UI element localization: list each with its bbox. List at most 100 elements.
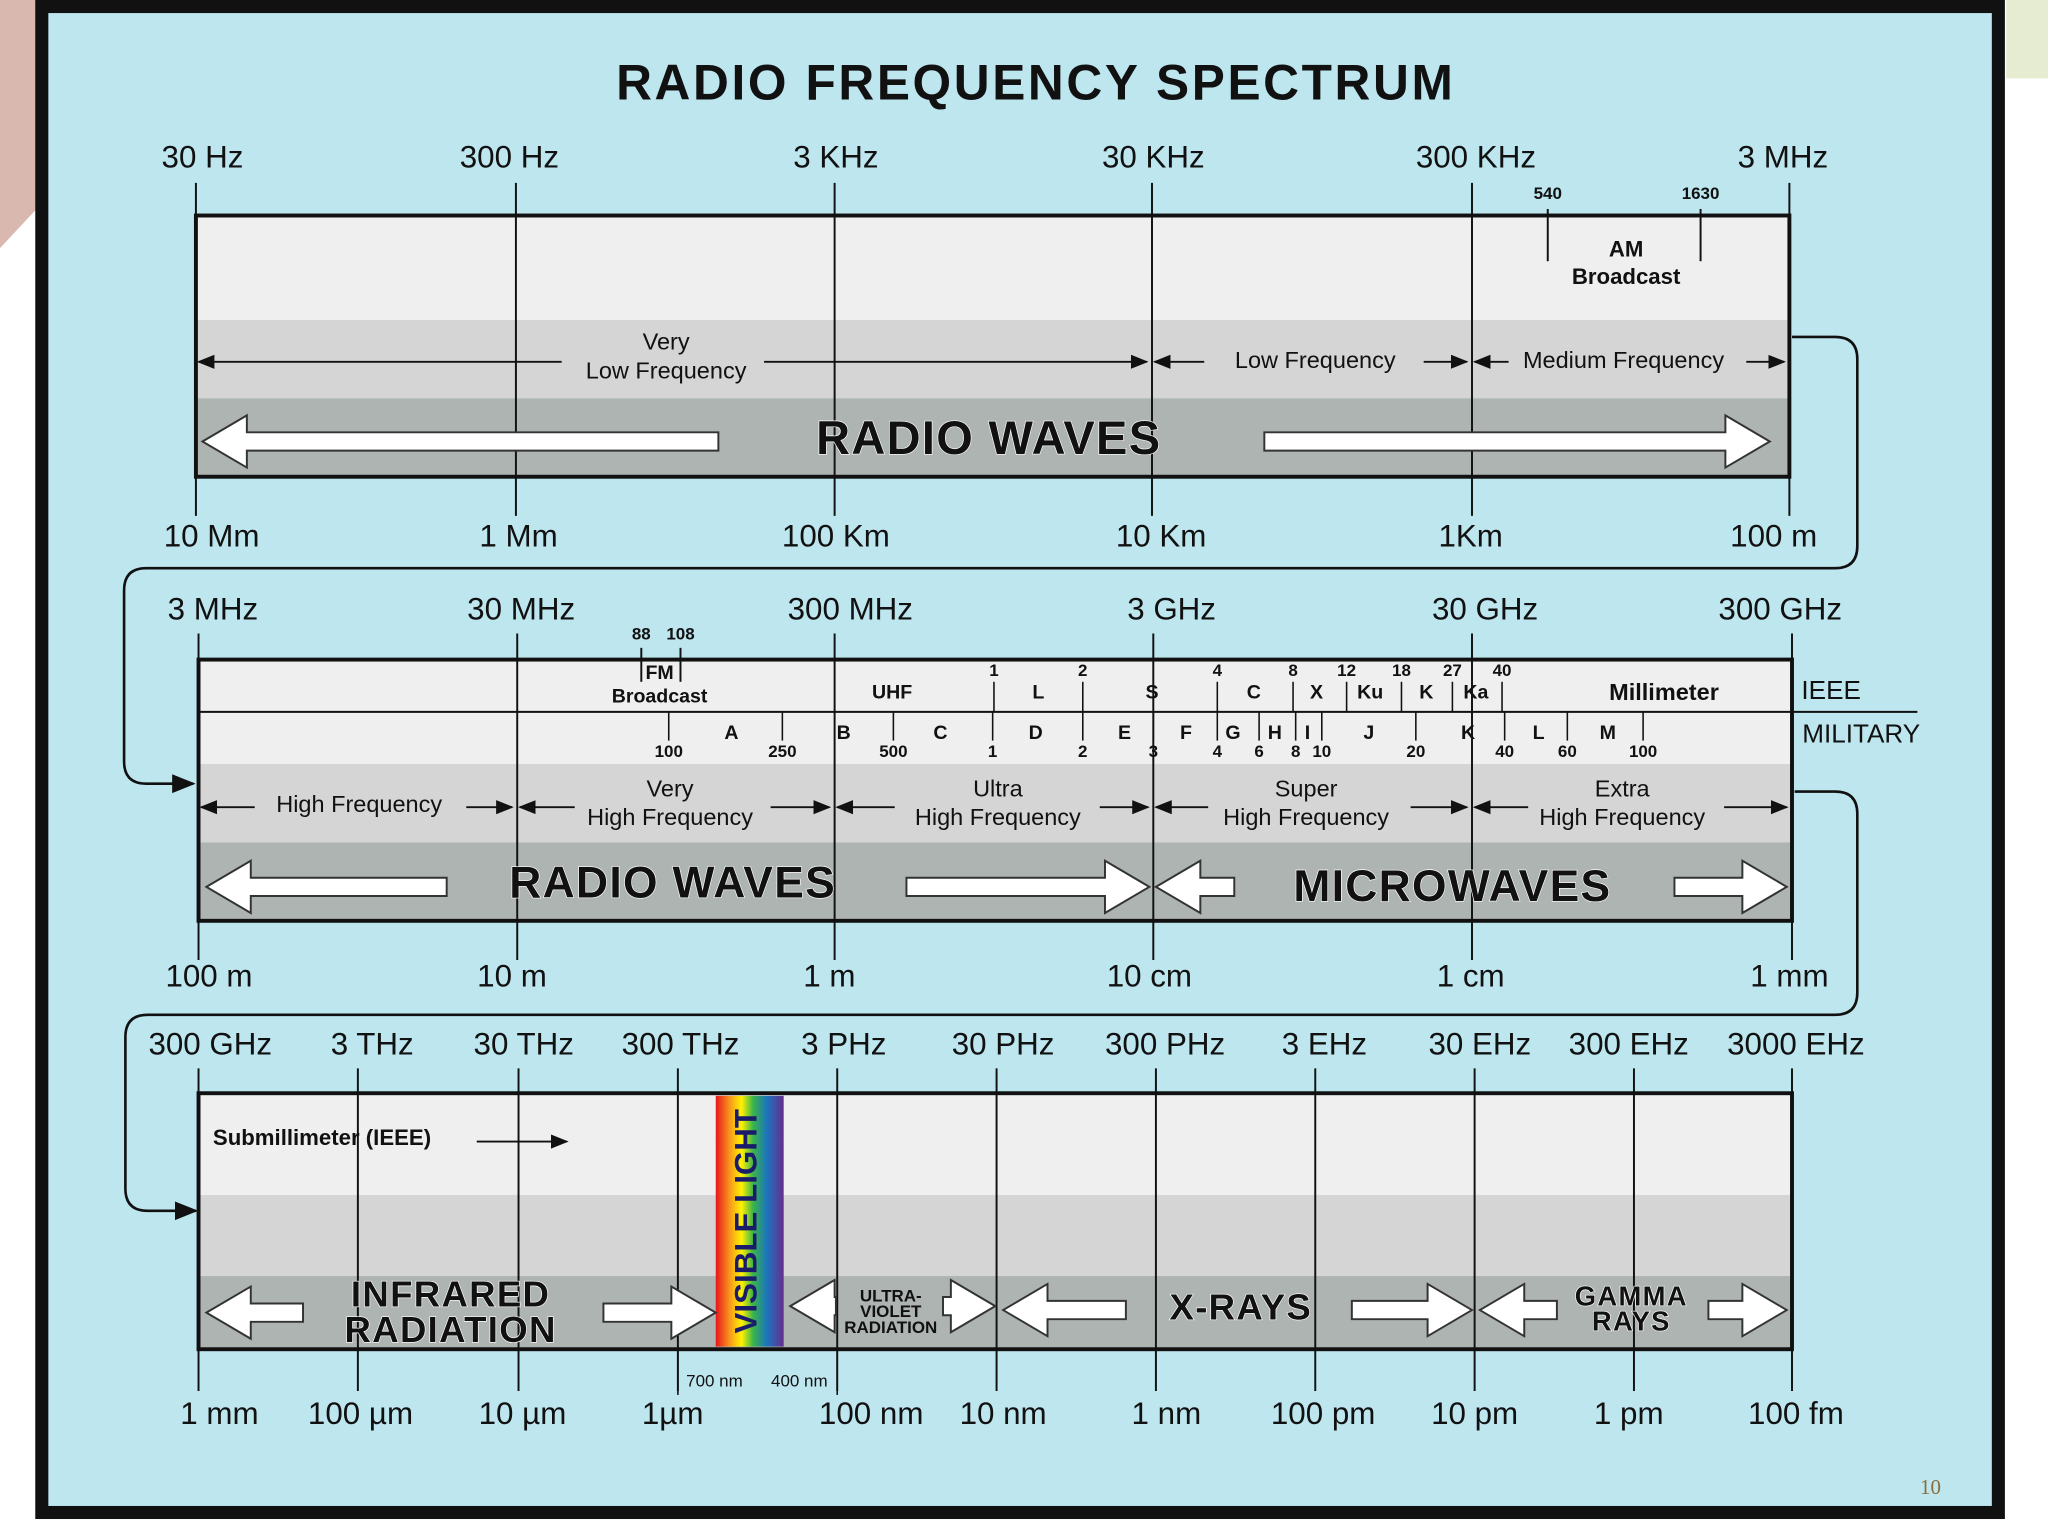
wavelength-label: 10 µm	[479, 1396, 567, 1431]
ieee-band: L	[1032, 682, 1044, 704]
frequency-label: 30 PHz	[952, 1026, 1055, 1061]
block-arrow	[1263, 413, 1772, 470]
wavelength-label: 1Km	[1438, 518, 1502, 553]
band-label: Super	[1275, 775, 1338, 801]
am-label: AM	[1609, 237, 1644, 262]
wave-type: MICROWAVES	[1293, 862, 1611, 911]
visible-limit: 400 nm	[771, 1371, 828, 1390]
wavelength-label: 1 Mm	[479, 518, 557, 553]
frequency-label: 3 GHz	[1127, 592, 1216, 627]
frequency-label: 30 GHz	[1432, 592, 1538, 627]
wave-type: X-RAYS	[1170, 1287, 1313, 1328]
marker-label: 1630	[1682, 184, 1720, 203]
ieee-limit: 2	[1078, 661, 1087, 680]
military-band: B	[837, 722, 851, 744]
military-label: MILITARY	[1802, 718, 1920, 748]
band-label: Low Frequency	[1235, 347, 1396, 373]
wavelength-label: 10 pm	[1431, 1396, 1518, 1431]
military-limit: 3	[1149, 742, 1158, 761]
military-limit: 100	[655, 742, 683, 761]
frequency-label: 30 Hz	[162, 140, 244, 175]
wavelength-label: 10 m	[477, 959, 547, 994]
frequency-label: 300 GHz	[1718, 592, 1842, 627]
military-band: D	[1029, 722, 1043, 744]
block-arrow	[1350, 1282, 1474, 1338]
ieee-band: S	[1145, 682, 1158, 704]
corner-decoration	[0, 0, 37, 249]
military-band: J	[1363, 722, 1374, 744]
connector	[124, 790, 1859, 1221]
wavelength-label: 100 µm	[308, 1396, 413, 1431]
wavelength-label: 1 cm	[1437, 959, 1505, 994]
frequency-label: 30 KHz	[1102, 140, 1205, 175]
military-limit: 8	[1291, 742, 1300, 761]
block-arrow	[1001, 1282, 1127, 1338]
wavelength-label: 10 nm	[960, 1396, 1047, 1431]
ieee-band: Ku	[1357, 682, 1383, 704]
military-band: E	[1118, 722, 1131, 744]
submillimeter-note: Submillimeter (IEEE)	[213, 1125, 431, 1150]
band-label: Medium Frequency	[1523, 347, 1724, 373]
am-label: Broadcast	[1572, 264, 1681, 289]
wavelength-label: 1 mm	[180, 1396, 258, 1431]
military-limit: 20	[1406, 742, 1425, 761]
row-middle	[198, 764, 1792, 843]
military-limit: 40	[1495, 742, 1514, 761]
wavelength-label: 100 m	[165, 959, 252, 994]
band-label: High Frequency	[915, 804, 1081, 830]
frequency-label: 3 KHz	[793, 140, 878, 175]
frequency-label: 3 MHz	[168, 592, 259, 627]
ieee-band: UHF	[872, 682, 912, 704]
wavelength-label: 1 nm	[1132, 1396, 1202, 1431]
fm-label: FM	[645, 662, 673, 684]
block-arrow	[788, 1278, 837, 1334]
frequency-label: 30 EHz	[1428, 1026, 1531, 1061]
military-band: C	[933, 722, 947, 744]
ieee-band: Ka	[1463, 682, 1489, 704]
band-label: Extra	[1595, 775, 1651, 801]
wave-type: RADIO WAVES	[816, 411, 1161, 464]
wavelength-label: 10 Mm	[164, 518, 260, 553]
wavelength-label: 100 nm	[819, 1396, 924, 1431]
wave-type: VIOLET	[860, 1302, 922, 1321]
block-arrow	[1153, 859, 1236, 915]
military-limit: 10	[1312, 742, 1331, 761]
ieee-band: X	[1310, 682, 1323, 704]
corner-decoration	[2006, 0, 2048, 79]
marker-label: 88	[632, 624, 651, 643]
visible-limit: 700 nm	[686, 1371, 743, 1390]
frequency-label: 300 GHz	[148, 1026, 272, 1061]
wavelength-label: 1 pm	[1594, 1396, 1664, 1431]
band-label: Very	[643, 329, 690, 355]
wavelength-label: 100 fm	[1748, 1396, 1844, 1431]
frequency-label: 300 MHz	[788, 592, 913, 627]
wave-type: ULTRA-	[860, 1286, 922, 1305]
military-limit: 6	[1254, 742, 1263, 761]
block-arrow	[204, 859, 448, 915]
military-band: L	[1533, 722, 1545, 744]
row-top	[198, 1093, 1792, 1196]
wave-type: RADIO WAVES	[509, 858, 836, 907]
row-top	[195, 215, 1790, 320]
frequency-label: 3 THz	[331, 1026, 414, 1061]
wavelength-label: 1 m	[803, 959, 855, 994]
content: 30 Hz 300 Hz 3 KHz 30 KHz 300 KHz 3 MHz 10 Mm 1…	[148, 140, 1920, 1431]
military-band: H	[1268, 722, 1282, 744]
military-limit: 500	[879, 742, 907, 761]
ieee-limit: 40	[1493, 661, 1512, 680]
ieee-limit: 4	[1213, 661, 1223, 680]
wavelength-label: 100 m	[1730, 518, 1817, 553]
block-arrow	[942, 1278, 998, 1334]
ieee-limit: 1	[989, 661, 998, 680]
frequency-label: 3000 EHz	[1727, 1026, 1865, 1061]
wave-type: RADIATION	[345, 1309, 557, 1350]
wavelength-label: 10 Km	[1116, 518, 1207, 553]
fm-label: Broadcast	[612, 686, 708, 708]
title: RADIO FREQUENCY SPECTRUM	[616, 54, 1455, 110]
block-arrow	[200, 413, 720, 470]
military-band: F	[1180, 722, 1192, 744]
military-band: A	[724, 722, 738, 744]
wavelength-label: 10 cm	[1107, 959, 1192, 994]
